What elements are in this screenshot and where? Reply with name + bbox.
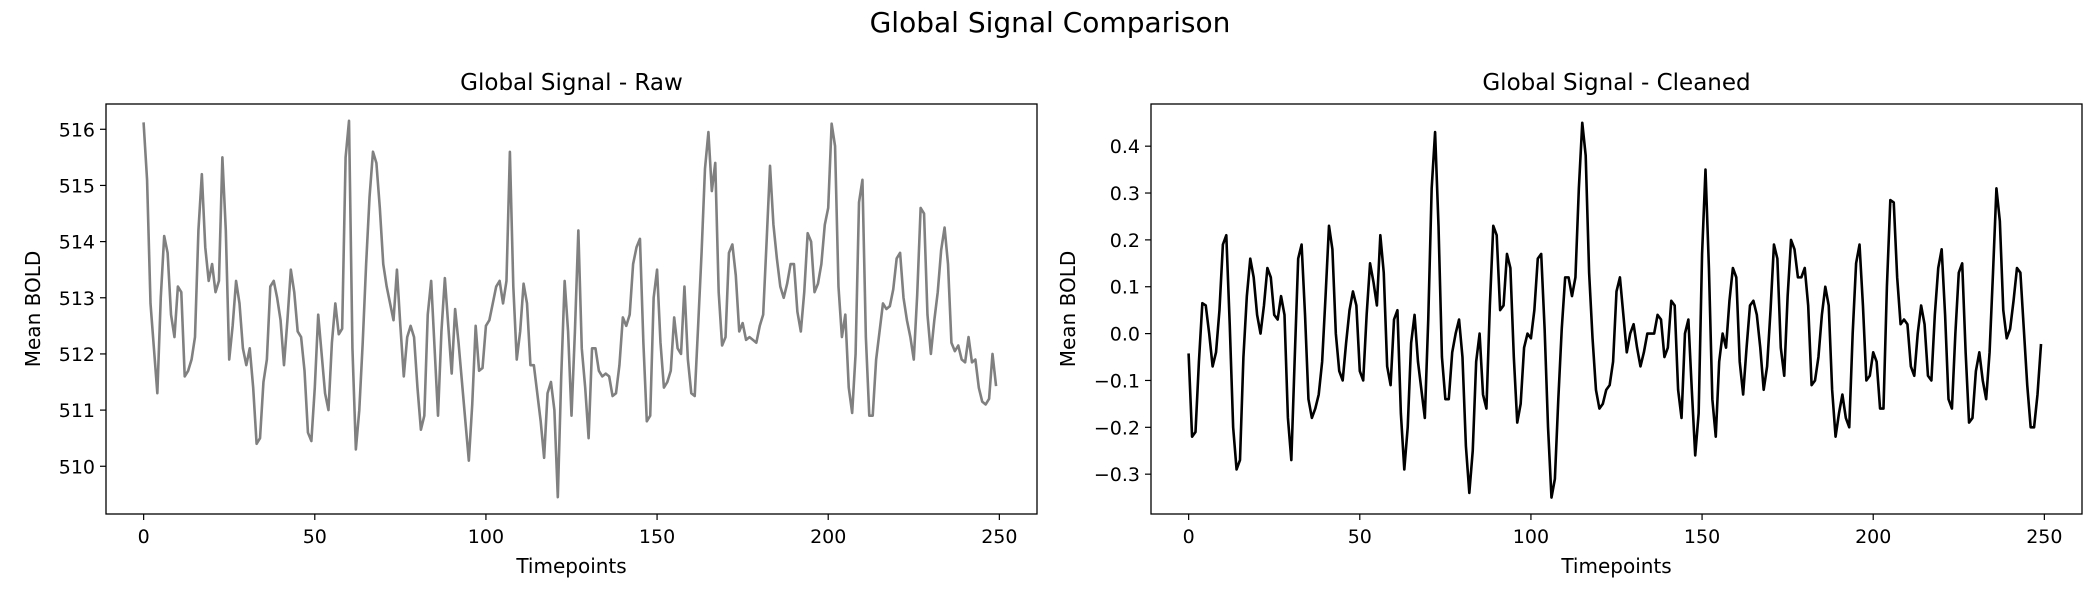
- x-tick-label: 250: [2026, 526, 2062, 548]
- y-tick-label: 511: [59, 400, 95, 422]
- y-tick-label: 515: [59, 175, 95, 197]
- x-tick-label: 150: [639, 526, 675, 548]
- axes-frame: [1150, 103, 2083, 515]
- x-axis-label: Timepoints: [515, 554, 626, 578]
- y-tick-label: 0.1: [1110, 277, 1140, 299]
- y-tick-label: 0.4: [1110, 136, 1140, 158]
- y-axis-label: Mean BOLD: [1056, 251, 1080, 368]
- y-tick-label: 510: [59, 456, 95, 478]
- y-axis-label: Mean BOLD: [21, 251, 45, 368]
- x-tick-label: 100: [468, 526, 504, 548]
- x-axis-label: Timepoints: [1560, 554, 1671, 578]
- x-tick-label: 0: [1183, 526, 1195, 548]
- y-tick-label: 0.3: [1110, 183, 1140, 205]
- y-tick-label: 516: [59, 119, 95, 141]
- series-line-1: [1187, 121, 2043, 499]
- y-tick-label: −0.2: [1094, 417, 1140, 439]
- x-tick-label: 150: [1684, 526, 1720, 548]
- x-tick-label: 250: [981, 526, 1017, 548]
- x-tick-label: 200: [810, 526, 846, 548]
- chart-panel-2: 0 50 100 150 200 250 −0.3 −0.2 −0.1 0.0 0.1 0.2 0.3 0…: [1056, 70, 2083, 578]
- figure-title: Global Signal Comparison: [869, 6, 1231, 39]
- axes-title: Global Signal - Raw: [460, 70, 683, 96]
- y-tick-label: −0.3: [1094, 464, 1140, 486]
- x-tick-label: 0: [138, 526, 150, 548]
- y-tick-label: 514: [59, 232, 95, 254]
- y-tick-label: 0.0: [1110, 324, 1140, 346]
- chart-panel-1: 0 50 100 150 200 250 510 511 512 513 514 515 516 Glob…: [21, 70, 1038, 578]
- x-tick-label: 50: [1348, 526, 1372, 548]
- series-line-1: [142, 119, 998, 499]
- y-tick-label: −0.1: [1094, 370, 1140, 392]
- y-tick-label: 513: [59, 288, 95, 310]
- x-tick-label: 200: [1855, 526, 1891, 548]
- axes-title: Global Signal - Cleaned: [1482, 70, 1750, 96]
- x-tick-label: 50: [303, 526, 327, 548]
- y-tick-label: 0.2: [1110, 230, 1140, 252]
- axes-frame: [105, 103, 1038, 515]
- y-tick-label: 512: [59, 344, 95, 366]
- x-tick-label: 100: [1513, 526, 1549, 548]
